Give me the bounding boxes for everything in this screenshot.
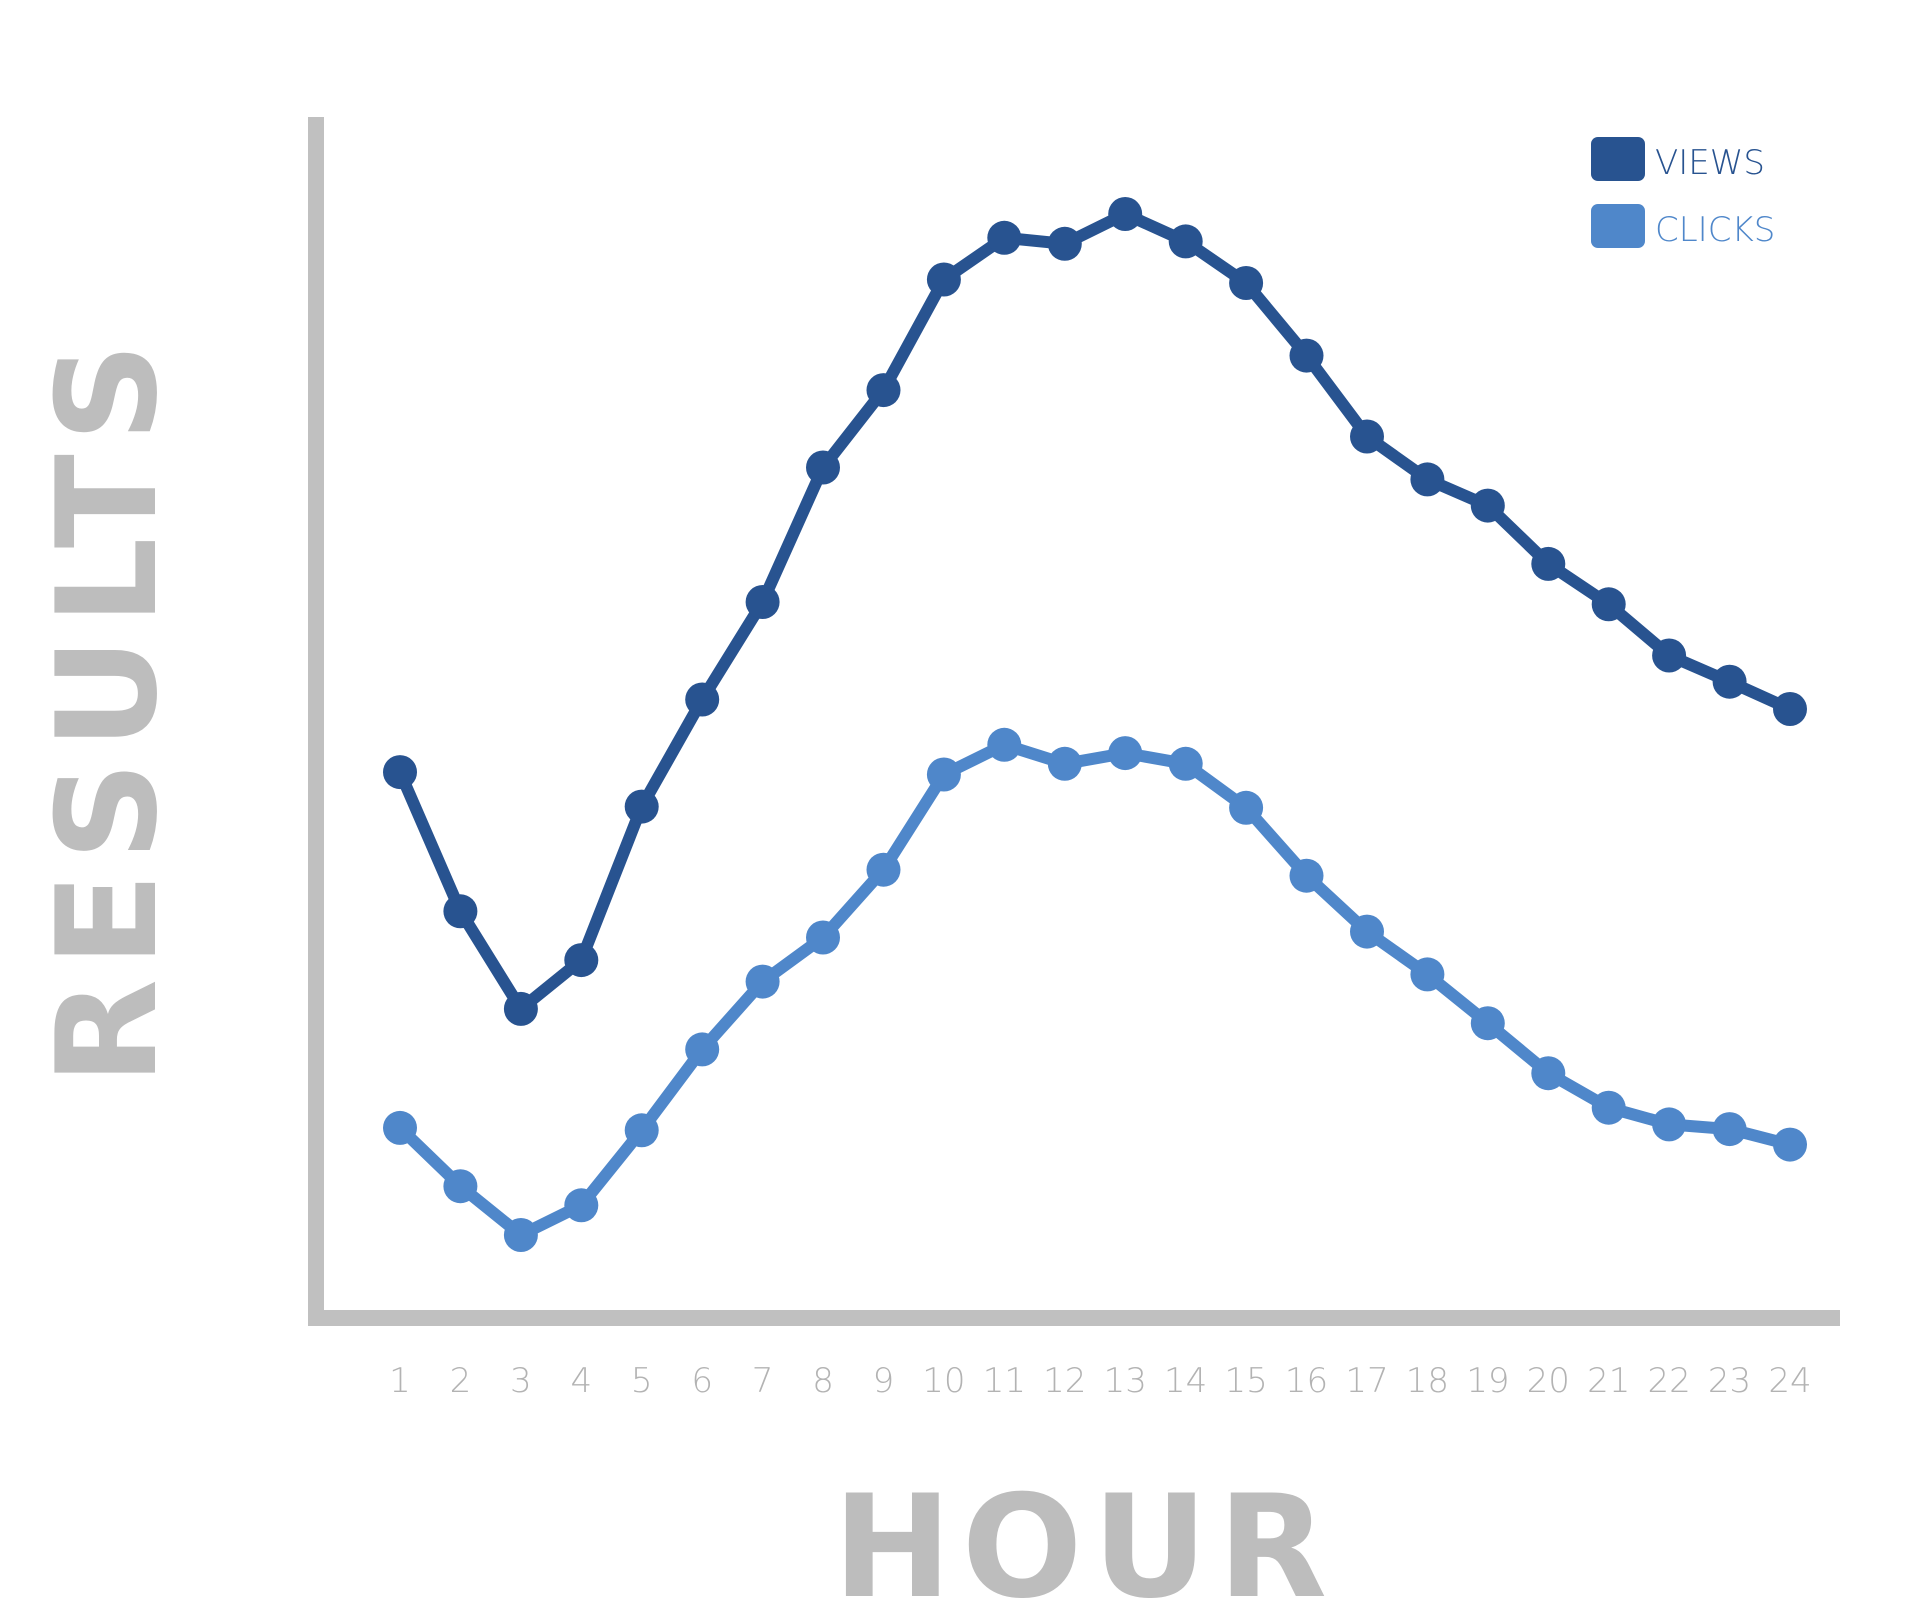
data-point-clicks: [987, 727, 1022, 762]
x-tick-label: 18: [1406, 1361, 1449, 1401]
data-point-clicks: [624, 1113, 659, 1148]
x-tick-label: 11: [983, 1361, 1026, 1401]
data-point-clicks: [1047, 746, 1082, 781]
data-point-views: [1773, 692, 1807, 726]
x-tick-label: 21: [1587, 1361, 1630, 1401]
data-point-views: [1168, 224, 1203, 259]
legend-label-clicks: CLICKS: [1655, 210, 1775, 250]
x-tick-label: 3: [510, 1361, 532, 1401]
data-point-clicks: [1289, 858, 1324, 893]
x-tick-label: 22: [1647, 1361, 1690, 1401]
x-tick-label: 5: [631, 1361, 653, 1401]
data-point-views: [503, 991, 538, 1026]
data-point-views: [443, 894, 478, 929]
x-tick-label: 4: [570, 1361, 592, 1401]
data-point-clicks: [503, 1218, 538, 1252]
data-point-views: [1652, 638, 1687, 673]
x-tick-label: 19: [1466, 1361, 1509, 1401]
data-point-clicks: [1229, 790, 1264, 825]
series-points: [383, 197, 1807, 1252]
x-tick-label: 15: [1224, 1361, 1267, 1401]
data-point-views: [383, 755, 417, 790]
x-tick-label: 8: [812, 1361, 834, 1401]
data-point-views: [1289, 338, 1324, 373]
data-point-clicks: [1410, 957, 1445, 992]
x-tick-label: 16: [1285, 1361, 1328, 1401]
legend-swatch-clicks: [1591, 204, 1645, 248]
series-line-views: [394, 208, 1796, 1015]
x-tick-label: 2: [450, 1361, 472, 1401]
data-point-views: [745, 585, 780, 619]
data-point-views: [1229, 266, 1264, 300]
data-point-clicks: [1531, 1056, 1566, 1091]
data-point-views: [1410, 462, 1445, 497]
legend: VIEWS CLICKS: [1591, 137, 1775, 250]
data-point-clicks: [926, 757, 961, 792]
data-point-views: [987, 220, 1022, 255]
x-tick-label: 1: [389, 1361, 411, 1401]
x-tick-label: 7: [752, 1361, 774, 1401]
data-point-clicks: [1470, 1006, 1505, 1041]
x-tick-label: 24: [1768, 1361, 1811, 1401]
data-point-clicks: [1350, 914, 1384, 949]
data-point-clicks: [1652, 1107, 1687, 1142]
data-point-views: [564, 943, 599, 978]
data-point-views: [685, 682, 720, 717]
data-point-views: [1108, 197, 1143, 231]
data-point-clicks: [806, 920, 840, 955]
series-line-clicks: [394, 738, 1796, 1241]
data-point-clicks: [1773, 1127, 1807, 1162]
x-axis-title: HOUR: [833, 1465, 1337, 1598]
data-point-clicks: [1108, 736, 1143, 771]
x-tick-label: 14: [1164, 1361, 1207, 1401]
data-point-views: [1531, 546, 1566, 581]
data-point-clicks: [443, 1169, 478, 1204]
data-point-views: [1470, 488, 1505, 523]
legend-label-views: VIEWS: [1655, 143, 1765, 183]
data-point-clicks: [1591, 1090, 1626, 1125]
data-point-clicks: [745, 964, 780, 999]
axes: [308, 117, 1840, 1326]
x-tick-label: 10: [922, 1361, 965, 1401]
x-tick-label: 17: [1345, 1361, 1388, 1401]
data-point-views: [866, 373, 901, 408]
x-tick-label: 9: [873, 1361, 895, 1401]
y-axis-title: RESULTS: [27, 331, 188, 1086]
data-point-clicks: [1168, 746, 1203, 781]
data-point-views: [806, 450, 840, 485]
data-point-views: [1712, 664, 1747, 699]
legend-swatch-views: [1591, 137, 1645, 181]
series-lines: [394, 208, 1796, 1241]
data-point-clicks: [564, 1188, 599, 1223]
x-tick-label: 6: [691, 1361, 713, 1401]
data-point-clicks: [1712, 1112, 1747, 1147]
data-point-views: [926, 262, 961, 297]
x-tick-label: 12: [1043, 1361, 1086, 1401]
data-point-views: [1591, 587, 1626, 622]
data-point-clicks: [383, 1110, 417, 1145]
x-tick-label: 23: [1708, 1361, 1751, 1401]
data-point-views: [1047, 226, 1082, 261]
data-point-clicks: [866, 852, 901, 887]
x-tick-labels: 1 2 3 4 5 6 7 8 9 10 11 12 13 14 15 16 17 18 19 20 21 22 23 24: [389, 1361, 1811, 1401]
x-tick-label: 13: [1104, 1361, 1147, 1401]
data-point-clicks: [685, 1032, 720, 1067]
data-point-views: [624, 789, 659, 824]
data-point-views: [1350, 419, 1384, 454]
x-tick-label: 20: [1527, 1361, 1570, 1401]
